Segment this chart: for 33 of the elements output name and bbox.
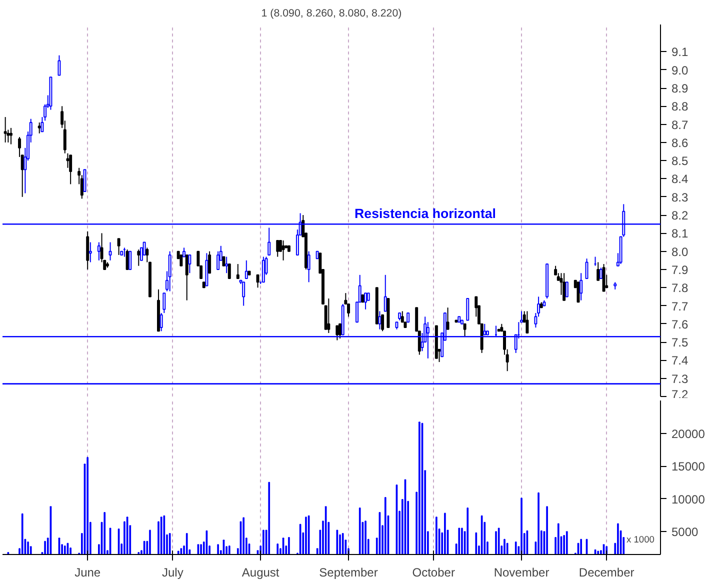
y-tick-label: 7.9 (672, 262, 689, 277)
y-tick-label: 7.5 (672, 336, 689, 350)
y-tick-label: 8.8 (672, 100, 689, 114)
y-tick-label: 7.7 (672, 299, 689, 314)
y-tick-label: 9.0 (672, 63, 689, 78)
y-tick-label: 15000 (672, 460, 706, 474)
y-tick-label: 10000 (672, 492, 706, 506)
y-tick-label: 8.5 (672, 154, 689, 168)
x-tick-label: October (412, 566, 455, 580)
y-tick-label: 7.4 (672, 354, 689, 368)
y-tick-label: 9.1 (672, 45, 689, 60)
annotation: x 1000 (626, 534, 655, 544)
y-tick-label: 20000 (672, 426, 706, 441)
chart-title: 1 (8.090, 8.260, 8.080, 8.220) (261, 8, 402, 20)
x-tick-label: August (242, 566, 280, 580)
y-tick-label: 8.6 (672, 136, 689, 150)
y-tick-label: 7.8 (672, 281, 689, 296)
y-tick-label: 8.1 (672, 226, 689, 241)
y-tick-label: 8.4 (672, 172, 689, 186)
x-tick-label: September (319, 566, 378, 580)
y-tick-label: 8.3 (672, 190, 689, 204)
y-tick-label: 7.6 (672, 317, 689, 332)
x-tick-label: July (162, 566, 184, 580)
y-tick-label: 8.0 (672, 244, 689, 259)
y-tick-label: 5000 (672, 525, 699, 540)
ref-line-label: Resistencia horizontal (354, 206, 496, 222)
y-tick-label: 8.7 (672, 118, 689, 132)
x-tick-label: December (578, 566, 634, 580)
x-tick-label: June (74, 566, 101, 580)
y-tick-label: 8.2 (672, 208, 689, 223)
x-tick-label: November (494, 566, 550, 580)
y-tick-label: 8.9 (672, 82, 689, 96)
y-tick-label: 7.3 (672, 372, 689, 386)
